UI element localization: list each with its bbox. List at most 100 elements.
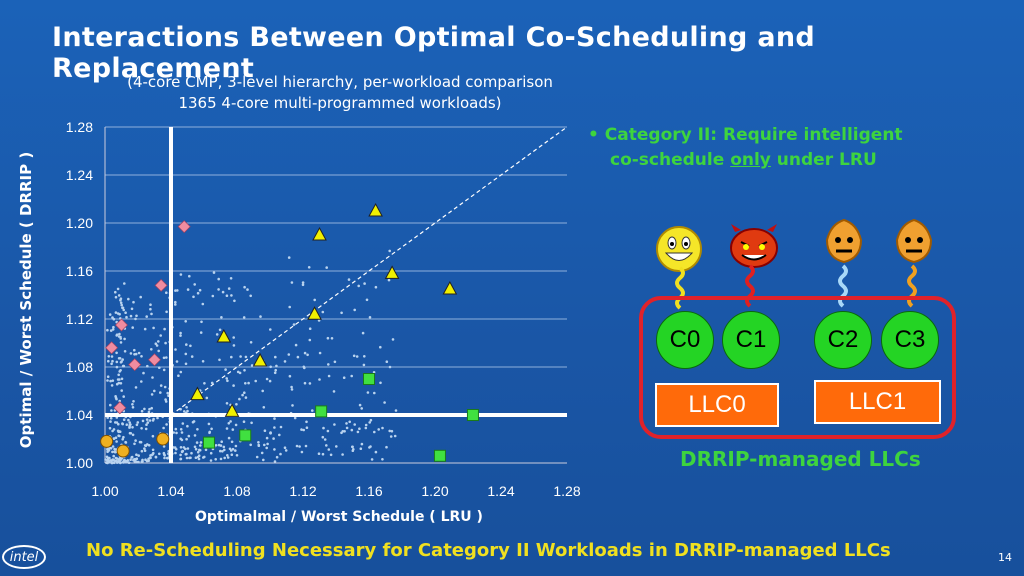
workload-point bbox=[122, 459, 126, 463]
workload-point bbox=[260, 451, 264, 455]
workload-point bbox=[114, 311, 118, 314]
workload-point bbox=[117, 357, 121, 360]
workload-point bbox=[274, 355, 277, 359]
y-tick-label: 1.20 bbox=[66, 215, 93, 231]
workload-point bbox=[174, 348, 177, 351]
workload-point bbox=[159, 334, 162, 337]
workload-point bbox=[201, 360, 205, 363]
workload-point bbox=[143, 449, 147, 453]
workload-point bbox=[305, 420, 308, 424]
workload-point bbox=[185, 343, 188, 346]
workload-point bbox=[365, 298, 369, 302]
workload-point bbox=[127, 418, 130, 422]
workload-point bbox=[141, 419, 145, 423]
workload-point bbox=[110, 409, 113, 412]
workload-point bbox=[188, 274, 191, 278]
workload-point bbox=[249, 443, 252, 447]
workload-point bbox=[108, 426, 112, 430]
workload-point bbox=[340, 311, 343, 315]
workload-point bbox=[234, 423, 238, 427]
x-tick-label: 1.24 bbox=[487, 483, 514, 499]
workload-point bbox=[255, 455, 259, 459]
workload-point bbox=[118, 378, 121, 381]
triangle-marker bbox=[442, 280, 458, 295]
workload-point bbox=[128, 421, 131, 424]
workload-point bbox=[273, 448, 276, 451]
workload-point bbox=[130, 456, 133, 459]
workload-point bbox=[317, 452, 321, 456]
workload-point bbox=[305, 426, 309, 430]
workload-point bbox=[214, 444, 218, 447]
core-c3: C3 bbox=[881, 311, 939, 369]
category-bullet: • Category II: Require intelligent co-sc… bbox=[588, 125, 903, 170]
workload-point bbox=[217, 288, 220, 291]
workload-point bbox=[381, 426, 384, 430]
devil-face-icon bbox=[730, 224, 778, 268]
workload-point bbox=[131, 433, 135, 437]
workload-point bbox=[385, 445, 388, 449]
workload-point bbox=[257, 444, 261, 448]
workload-point bbox=[198, 288, 202, 292]
workload-point bbox=[279, 452, 282, 456]
workload-point bbox=[181, 449, 185, 453]
workload-point bbox=[241, 393, 244, 397]
diamond-marker bbox=[115, 318, 128, 332]
workload-point bbox=[335, 445, 338, 448]
workload-point bbox=[154, 342, 158, 346]
workload-point bbox=[109, 329, 113, 332]
workload-point bbox=[232, 344, 236, 347]
workload-point bbox=[220, 440, 223, 444]
workload-point bbox=[180, 431, 184, 434]
workload-point bbox=[107, 355, 111, 358]
slide-title: Interactions Between Optimal Co-Scheduli… bbox=[52, 22, 815, 84]
workload-point bbox=[223, 448, 226, 452]
workload-point bbox=[117, 373, 120, 377]
workload-point bbox=[359, 447, 363, 451]
diagonal-reference-line bbox=[170, 126, 568, 416]
neutral-face-icon bbox=[825, 218, 863, 264]
diamond-marker bbox=[177, 220, 191, 234]
workload-point bbox=[226, 456, 230, 459]
workload-point bbox=[175, 431, 178, 435]
workload-point bbox=[174, 300, 177, 304]
workload-point bbox=[148, 407, 151, 411]
y-tick-label: 1.16 bbox=[66, 263, 93, 279]
workload-point bbox=[351, 449, 355, 453]
workload-point bbox=[121, 438, 124, 441]
workload-point bbox=[234, 449, 237, 452]
workload-point bbox=[123, 337, 126, 341]
workload-point bbox=[117, 294, 121, 297]
workload-point bbox=[158, 366, 161, 370]
workload-point bbox=[368, 316, 372, 319]
workload-point bbox=[391, 338, 395, 341]
workload-point bbox=[108, 313, 112, 316]
workload-point bbox=[106, 379, 109, 382]
workload-point bbox=[163, 456, 166, 460]
workload-point bbox=[235, 454, 239, 457]
workload-point bbox=[159, 391, 162, 394]
workload-point bbox=[347, 278, 351, 281]
workload-point bbox=[341, 453, 344, 456]
workload-point bbox=[350, 374, 354, 378]
workload-point bbox=[120, 377, 124, 381]
workload-point bbox=[134, 317, 137, 321]
workload-point bbox=[232, 384, 235, 387]
y-tick-label: 1.28 bbox=[66, 119, 93, 135]
workload-point bbox=[112, 428, 116, 431]
workload-point bbox=[130, 307, 134, 311]
workload-point bbox=[203, 382, 206, 385]
workload-point bbox=[290, 281, 294, 284]
workload-point bbox=[373, 430, 376, 434]
y-tick-label: 1.12 bbox=[66, 311, 93, 327]
workload-point bbox=[209, 459, 213, 462]
workload-point bbox=[122, 395, 125, 398]
workload-point bbox=[148, 419, 152, 422]
workload-point bbox=[222, 445, 226, 449]
workload-point bbox=[290, 388, 294, 391]
workload-point bbox=[122, 418, 126, 422]
workload-point bbox=[350, 428, 354, 432]
square-marker bbox=[363, 373, 375, 385]
workload-point bbox=[111, 359, 114, 363]
workload-point bbox=[207, 422, 211, 426]
triangle-marker bbox=[368, 202, 383, 217]
